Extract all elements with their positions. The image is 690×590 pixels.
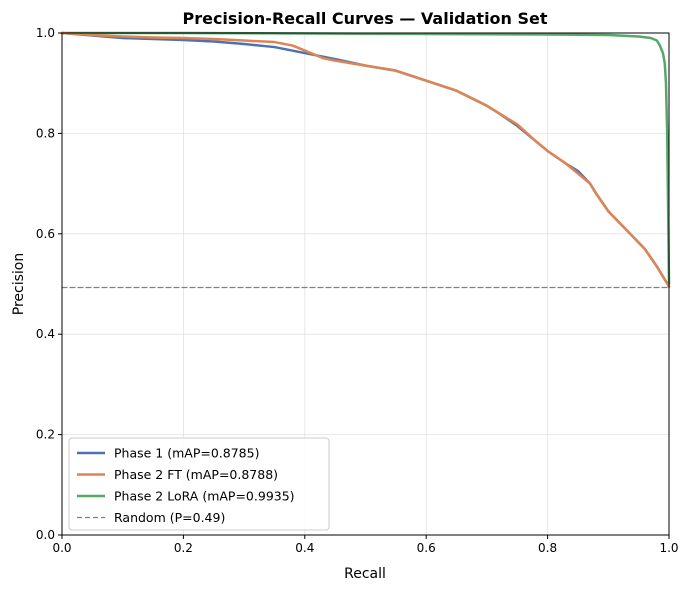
- series-line-2: [60, 31, 671, 286]
- x-tick-label: 0.4: [295, 541, 314, 555]
- y-tick-label: 0.8: [36, 126, 55, 140]
- x-axis-label: Recall: [344, 566, 386, 582]
- tick-layer: 0.0 0.2 0.4 0.6 0.8 1.0 0.0 0.2 0.4 0.6 0.8 1.0: [36, 26, 679, 555]
- x-tick-label: 0.0: [52, 541, 71, 555]
- legend-entry: Random (P=0.49): [114, 510, 225, 525]
- y-tick-label: 1.0: [36, 26, 55, 40]
- y-tick-label: 0.6: [36, 227, 55, 241]
- legend-entry: Phase 1 (mAP=0.8785): [114, 446, 259, 461]
- legend: Phase 1 (mAP=0.8785) Phase 2 FT (mAP=0.87…: [68, 437, 330, 531]
- y-tick-label: 0.0: [36, 528, 55, 542]
- plot-frame: [61, 32, 670, 536]
- legend-entry: Phase 2 FT (mAP=0.8788): [114, 467, 278, 482]
- series-layer: [60, 31, 671, 289]
- legend-box: [68, 437, 330, 531]
- x-tick-label: 1.0: [659, 541, 678, 555]
- x-tick-label: 0.8: [538, 541, 557, 555]
- y-tick-label: 0.2: [36, 428, 55, 442]
- series-line-1: [60, 31, 671, 288]
- chart-title: Precision-Recall Curves — Validation Set: [182, 9, 547, 28]
- series-line-0: [60, 31, 671, 288]
- y-tick-label: 0.4: [36, 327, 55, 341]
- y-axis-label: Precision: [11, 253, 27, 315]
- legend-items: Phase 1 (mAP=0.8785) Phase 2 FT (mAP=0.87…: [77, 446, 295, 525]
- x-tick-label: 0.6: [417, 541, 436, 555]
- x-tick-label: 0.2: [174, 541, 193, 555]
- legend-entry: Phase 2 LoRA (mAP=0.9935): [114, 489, 295, 504]
